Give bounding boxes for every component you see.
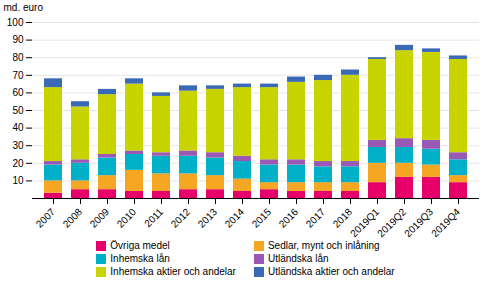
svg-text:30: 30 — [12, 140, 24, 151]
html-text:Övriga medel: Övriga medel — [110, 240, 170, 251]
svg-text:2014: 2014 — [223, 206, 247, 230]
svg-text:80: 80 — [12, 52, 24, 63]
html-text:Inhemska lån: Inhemska lån — [110, 253, 170, 264]
svg-text:2007: 2007 — [34, 206, 58, 230]
svg-text:2009: 2009 — [88, 206, 112, 230]
html-text:Inhemska aktier och andelar: Inhemska aktier och andelar — [110, 266, 236, 277]
svg-text:90: 90 — [12, 34, 24, 45]
svg-text:2008: 2008 — [61, 206, 85, 230]
svg-text:2010: 2010 — [115, 206, 139, 230]
html-text:Utländska lån: Utländska lån — [267, 253, 329, 264]
svg-text:2016: 2016 — [277, 206, 301, 230]
svg-text:2019Q1: 2019Q1 — [348, 206, 381, 239]
svg-text:2012: 2012 — [169, 206, 193, 230]
svg-text:20: 20 — [12, 158, 24, 169]
svg-text:2019Q3: 2019Q3 — [402, 206, 435, 239]
svg-text:md. euro: md. euro — [4, 2, 44, 13]
svg-text:2019Q2: 2019Q2 — [375, 206, 408, 239]
svg-text:10: 10 — [12, 175, 24, 186]
svg-text:2017: 2017 — [304, 206, 328, 230]
svg-text:50: 50 — [12, 105, 24, 116]
svg-text:70: 70 — [12, 70, 24, 81]
svg-text:2013: 2013 — [196, 206, 220, 230]
svg-text:40: 40 — [12, 122, 24, 133]
svg-text:2015: 2015 — [250, 206, 274, 230]
html-text:Utländska aktier och andelar: Utländska aktier och andelar — [267, 266, 395, 277]
html-text:Sedlar, mynt och inlåning: Sedlar, mynt och inlåning — [267, 240, 380, 251]
svg-text:2019Q4: 2019Q4 — [429, 206, 462, 239]
svg-text:60: 60 — [12, 87, 24, 98]
svg-text:2018: 2018 — [331, 206, 355, 230]
svg-text:2011: 2011 — [142, 206, 165, 229]
svg-text:100: 100 — [7, 17, 24, 28]
